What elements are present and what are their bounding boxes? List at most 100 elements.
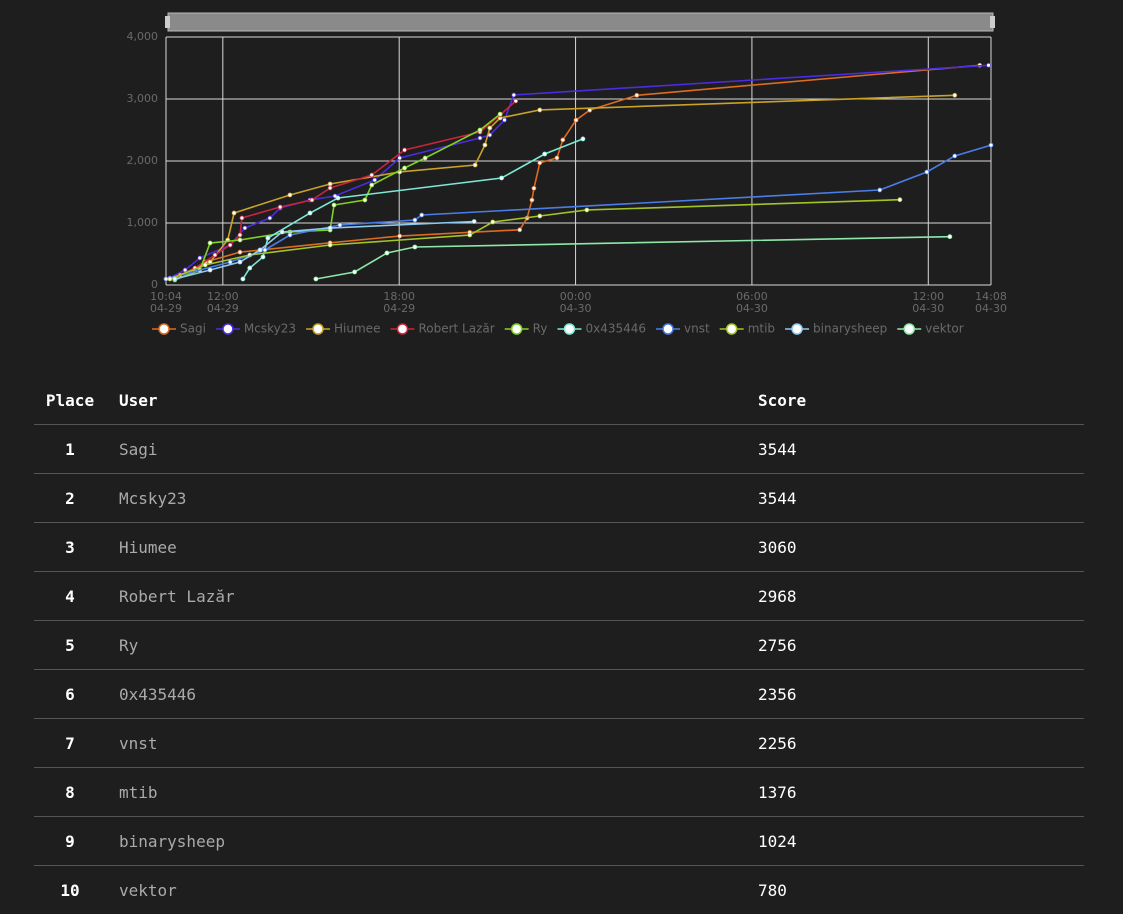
data-point — [232, 211, 236, 215]
x-tick-label: 04-30 — [736, 302, 768, 315]
header-cell: Score — [758, 376, 1084, 425]
series-line — [175, 95, 955, 278]
legend-marker — [564, 324, 574, 334]
data-point — [228, 260, 232, 264]
series-line — [166, 65, 980, 279]
data-point — [278, 205, 282, 209]
legend-label: 0x435446 — [585, 322, 646, 336]
score-cell: 780 — [758, 866, 1084, 914]
legend-label: vnst — [684, 322, 710, 336]
legend-label: Sagi — [180, 322, 206, 336]
data-point — [878, 188, 882, 192]
data-point — [518, 228, 522, 232]
legend-item[interactable]: Mcsky23 — [216, 322, 296, 336]
data-point — [328, 243, 332, 247]
legend-marker — [313, 324, 323, 334]
data-point — [473, 163, 477, 167]
user-cell: 0x435446 — [106, 670, 758, 719]
zoom-handle[interactable] — [990, 16, 995, 28]
user-cell: binarysheep — [106, 817, 758, 866]
data-point — [228, 243, 232, 247]
data-point — [328, 182, 332, 186]
legend-item[interactable]: binarysheep — [785, 322, 887, 336]
score-cell: 2756 — [758, 621, 1084, 670]
place-cell: 3 — [34, 523, 106, 572]
score-cell: 2256 — [758, 719, 1084, 768]
data-point — [585, 208, 589, 212]
data-point — [332, 203, 336, 207]
legend-marker — [727, 324, 737, 334]
data-point — [373, 178, 377, 182]
data-point — [370, 173, 374, 177]
score-cell: 1376 — [758, 768, 1084, 817]
data-point — [208, 241, 212, 245]
data-point — [238, 260, 242, 264]
zoom-slider[interactable] — [168, 13, 993, 31]
data-point — [925, 170, 929, 174]
header-cell: User — [106, 376, 758, 425]
legend-item[interactable]: mtib — [720, 322, 775, 336]
user-cell: vnst — [106, 719, 758, 768]
data-point — [500, 176, 504, 180]
data-point — [268, 216, 272, 220]
data-point — [478, 128, 482, 132]
x-tick-label: 04-29 — [383, 302, 415, 315]
data-point — [261, 255, 265, 259]
legend-item[interactable]: Sagi — [152, 322, 206, 336]
zoom-handle[interactable] — [165, 16, 170, 28]
legend-label: mtib — [748, 322, 775, 336]
legend-item[interactable]: vnst — [656, 322, 710, 336]
legend-label: vektor — [925, 322, 963, 336]
legend-item[interactable]: Ry — [505, 322, 548, 336]
legend-item[interactable]: Hiumee — [306, 322, 380, 336]
series-line — [166, 145, 991, 279]
data-point — [248, 266, 252, 270]
y-tick-label: 1,000 — [127, 216, 159, 229]
data-point — [555, 156, 559, 160]
data-point — [953, 154, 957, 158]
data-point — [483, 143, 487, 147]
data-point — [328, 186, 332, 190]
legend-marker — [223, 324, 233, 334]
chart: 01,0002,0003,0004,00010:0404-2912:0004-2… — [0, 0, 1123, 350]
data-point — [238, 250, 242, 254]
data-point — [240, 216, 244, 220]
user-cell: Ry — [106, 621, 758, 670]
series-line — [180, 101, 516, 275]
data-point — [258, 248, 262, 252]
legend-item[interactable]: vektor — [897, 322, 963, 336]
score-cell: 2356 — [758, 670, 1084, 719]
data-point — [514, 99, 518, 103]
data-point — [280, 230, 284, 234]
data-point — [238, 233, 242, 237]
x-tick-label: 04-30 — [560, 302, 592, 315]
x-tick-label: 04-30 — [912, 302, 944, 315]
data-point — [213, 253, 217, 257]
legend-marker — [792, 324, 802, 334]
data-point — [987, 63, 991, 67]
data-point — [420, 213, 424, 217]
data-point — [403, 166, 407, 170]
data-point — [398, 156, 402, 160]
data-point — [288, 233, 292, 237]
data-point — [338, 223, 342, 227]
data-point — [243, 226, 247, 230]
place-cell: 2 — [34, 474, 106, 523]
data-point — [538, 161, 542, 165]
legend-item[interactable]: Robert Lazăr — [390, 322, 494, 336]
legend-item[interactable]: 0x435446 — [557, 322, 646, 336]
legend-marker — [904, 324, 914, 334]
data-point — [538, 108, 542, 112]
data-point — [266, 236, 270, 240]
header-row: Place User Score — [34, 376, 1084, 425]
y-tick-label: 3,000 — [127, 92, 159, 105]
